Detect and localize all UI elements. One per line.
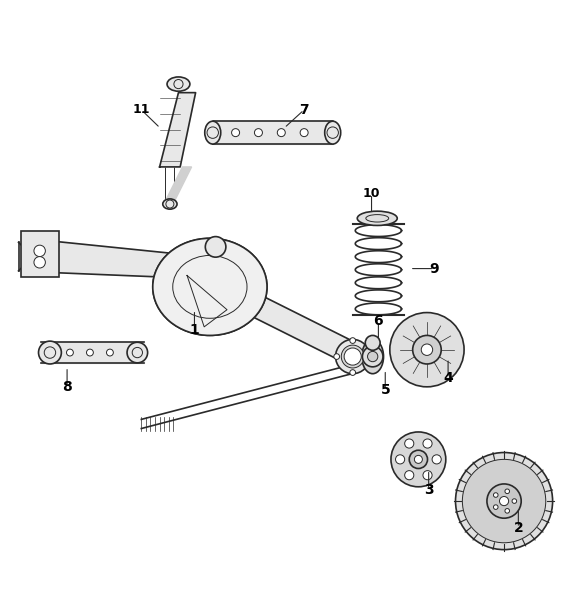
Circle shape <box>38 341 61 364</box>
Circle shape <box>405 471 414 480</box>
Polygon shape <box>160 92 196 167</box>
Circle shape <box>512 499 517 503</box>
Circle shape <box>365 336 380 350</box>
Circle shape <box>300 129 308 137</box>
Circle shape <box>362 347 383 367</box>
Ellipse shape <box>367 347 378 367</box>
Circle shape <box>127 342 148 363</box>
Polygon shape <box>165 167 192 201</box>
Text: 6: 6 <box>374 314 383 328</box>
Circle shape <box>409 451 428 469</box>
Circle shape <box>499 497 509 506</box>
Circle shape <box>494 492 498 497</box>
Circle shape <box>87 349 94 356</box>
Circle shape <box>505 508 510 513</box>
Circle shape <box>505 489 510 494</box>
Circle shape <box>432 455 441 464</box>
Circle shape <box>367 351 378 362</box>
Ellipse shape <box>342 345 364 368</box>
Circle shape <box>231 129 239 137</box>
Circle shape <box>423 439 432 448</box>
Circle shape <box>254 129 262 137</box>
Ellipse shape <box>153 238 267 336</box>
Circle shape <box>423 471 432 480</box>
Text: 1: 1 <box>189 323 199 337</box>
Circle shape <box>205 237 226 257</box>
Circle shape <box>67 349 73 356</box>
Circle shape <box>421 344 433 356</box>
Ellipse shape <box>153 238 267 336</box>
Polygon shape <box>53 241 193 278</box>
Circle shape <box>395 455 405 464</box>
Circle shape <box>405 439 414 448</box>
Circle shape <box>334 354 340 359</box>
Ellipse shape <box>362 339 383 374</box>
Circle shape <box>390 313 464 387</box>
FancyBboxPatch shape <box>21 231 59 277</box>
Circle shape <box>487 484 521 518</box>
Polygon shape <box>213 121 333 144</box>
Circle shape <box>366 354 371 359</box>
Text: 11: 11 <box>133 103 150 116</box>
Circle shape <box>350 337 355 344</box>
Text: 4: 4 <box>443 371 453 385</box>
Circle shape <box>350 370 355 375</box>
Circle shape <box>456 452 553 550</box>
Circle shape <box>34 245 45 257</box>
Text: 8: 8 <box>62 380 72 394</box>
Ellipse shape <box>336 339 370 374</box>
Text: 7: 7 <box>299 103 309 117</box>
Circle shape <box>34 257 45 268</box>
Ellipse shape <box>357 211 397 226</box>
Ellipse shape <box>205 121 221 144</box>
Circle shape <box>277 129 285 137</box>
Circle shape <box>413 336 441 364</box>
Text: 2: 2 <box>514 521 523 535</box>
Ellipse shape <box>325 121 341 144</box>
Circle shape <box>414 455 422 463</box>
Text: 10: 10 <box>363 187 381 200</box>
Text: 9: 9 <box>429 261 439 275</box>
Polygon shape <box>238 284 358 370</box>
Text: 5: 5 <box>381 382 390 396</box>
Circle shape <box>391 432 446 487</box>
Ellipse shape <box>167 77 190 91</box>
Circle shape <box>344 348 361 365</box>
Circle shape <box>494 505 498 510</box>
Circle shape <box>463 460 546 543</box>
Text: 3: 3 <box>424 483 433 497</box>
Ellipse shape <box>163 199 177 209</box>
Circle shape <box>107 349 113 356</box>
